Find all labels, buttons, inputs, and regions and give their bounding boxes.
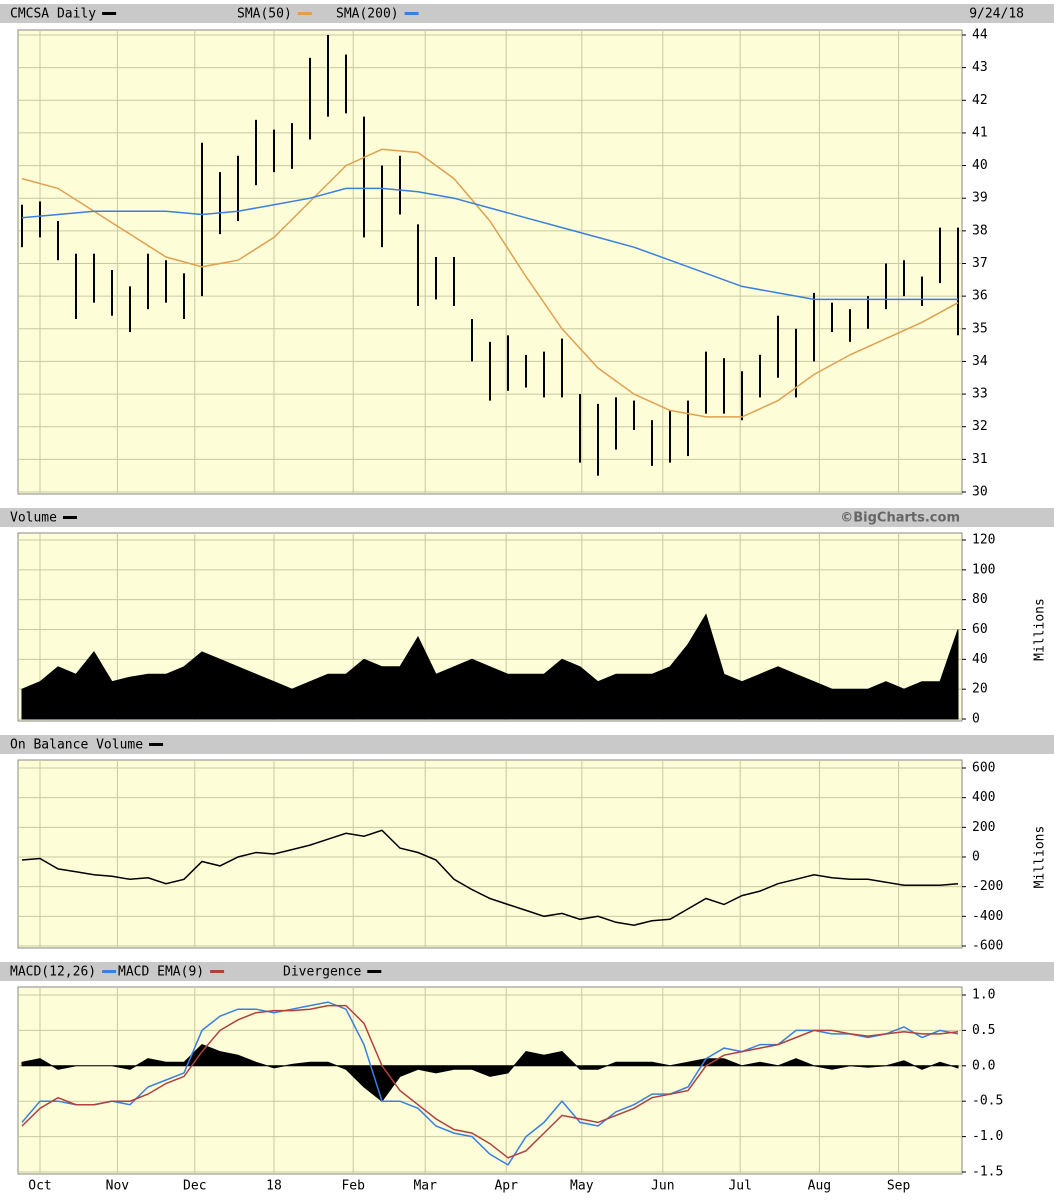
x-tick-label: Feb (341, 1179, 365, 1194)
y-tick-label: 400 (972, 790, 995, 805)
plot-area (17, 759, 963, 949)
x-tick-label: Jul (728, 1179, 751, 1194)
y-tick-label: -400 (972, 909, 1003, 924)
y-tick-label: -1.0 (972, 1129, 1003, 1144)
y-tick-label: 43 (972, 60, 988, 75)
series-line (21, 148, 959, 418)
legend-swatch (297, 12, 312, 15)
x-tick-label: Apr (494, 1179, 518, 1194)
y-tick-label: 120 (972, 533, 995, 548)
series-line (21, 1001, 959, 1166)
legend-label: SMA(50) (237, 7, 292, 22)
y-tick-label: -600 (972, 939, 1003, 954)
y-tick-label: 0.5 (972, 1023, 995, 1038)
x-tick-label: Dec (183, 1179, 206, 1194)
legend-swatch (102, 970, 117, 973)
x-tick-label: Jun (651, 1179, 674, 1194)
x-tick-label: Mar (413, 1179, 437, 1194)
y-tick-label: 42 (972, 93, 988, 108)
y-tick-label: -0.5 (972, 1094, 1003, 1109)
x-tick-label: Oct (28, 1179, 51, 1194)
x-tick-label: Nov (106, 1179, 130, 1194)
legend-swatch (102, 12, 117, 15)
legend-label: MACD EMA(9) (118, 965, 204, 980)
x-tick-label: May (570, 1179, 594, 1194)
legend-label: SMA(200) (336, 7, 399, 22)
y-tick-label: 37 (972, 256, 988, 271)
y-tick-label: 39 (972, 191, 988, 206)
y-tick-label: 40 (972, 652, 988, 667)
credit: ©BigCharts.com (840, 511, 960, 526)
y-tick-label: 1.0 (972, 988, 995, 1003)
plot-area (17, 986, 963, 1175)
plot-area (17, 29, 963, 495)
y-tick-label: 33 (972, 387, 988, 402)
series-area (21, 1044, 959, 1102)
y-tick-label: 20 (972, 682, 988, 697)
panel-header (0, 735, 1054, 754)
series-line (21, 829, 959, 926)
y-tick-label: 60 (972, 622, 988, 637)
y-tick-label: 32 (972, 419, 988, 434)
x-tick-label: Aug (808, 1179, 831, 1194)
y-tick-label: 100 (972, 562, 995, 577)
y-tick-label: 34 (972, 354, 988, 369)
legend-label: MACD(12,26) (10, 965, 96, 980)
series-line (21, 187, 958, 301)
y-axis-label: Millions (1033, 598, 1048, 661)
y-tick-label: -1.5 (972, 1165, 1003, 1180)
y-tick-label: 0.0 (972, 1058, 995, 1073)
panel-header (0, 962, 1054, 981)
y-axis-label: Millions (1033, 826, 1048, 889)
y-tick-label: -200 (972, 879, 1003, 894)
y-tick-label: 80 (972, 592, 988, 607)
y-tick-label: 44 (972, 28, 988, 43)
legend-label: Divergence (283, 965, 361, 980)
y-tick-label: 200 (972, 820, 995, 835)
y-tick-label: 35 (972, 321, 988, 336)
y-tick-label: 40 (972, 158, 988, 173)
y-tick-label: 30 (972, 485, 988, 500)
x-tick-label: 18 (266, 1179, 282, 1194)
legend-swatch (210, 970, 225, 973)
date-label: 9/24/18 (969, 7, 1024, 22)
legend-swatch (367, 970, 382, 973)
y-tick-label: 600 (972, 761, 995, 776)
series-area (21, 613, 959, 720)
y-tick-label: 0 (972, 712, 980, 727)
legend-label: CMCSA Daily (10, 7, 96, 22)
legend-swatch (149, 743, 164, 746)
panel-header (0, 4, 1054, 23)
y-tick-label: 41 (972, 125, 988, 140)
legend-swatch (62, 516, 77, 519)
x-tick-label: Sep (887, 1179, 911, 1194)
y-tick-label: 38 (972, 223, 988, 238)
series-line (21, 1004, 959, 1159)
y-tick-label: 36 (972, 289, 988, 304)
legend-label: Volume (10, 511, 57, 526)
legend-swatch (404, 12, 419, 15)
panel-header (0, 508, 1054, 527)
legend-label: On Balance Volume (10, 738, 143, 753)
y-tick-label: 31 (972, 452, 988, 467)
y-tick-label: 0 (972, 850, 980, 865)
